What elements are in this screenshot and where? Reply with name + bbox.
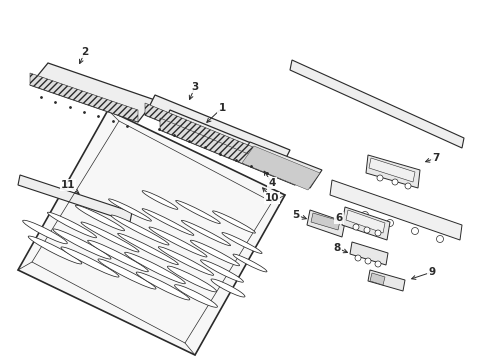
Text: 4: 4 bbox=[268, 178, 275, 188]
Polygon shape bbox=[242, 146, 319, 190]
Polygon shape bbox=[341, 207, 389, 240]
Ellipse shape bbox=[233, 254, 266, 272]
Polygon shape bbox=[145, 103, 280, 170]
Polygon shape bbox=[160, 110, 305, 185]
Ellipse shape bbox=[181, 220, 230, 246]
Circle shape bbox=[354, 255, 360, 261]
Circle shape bbox=[386, 220, 393, 226]
Ellipse shape bbox=[61, 247, 119, 277]
Circle shape bbox=[411, 228, 418, 234]
Polygon shape bbox=[306, 210, 345, 237]
Polygon shape bbox=[18, 175, 132, 222]
Text: 3: 3 bbox=[191, 82, 198, 92]
Ellipse shape bbox=[174, 285, 217, 307]
Ellipse shape bbox=[211, 279, 244, 297]
Ellipse shape bbox=[118, 233, 178, 265]
Text: 10: 10 bbox=[264, 193, 279, 203]
Ellipse shape bbox=[108, 199, 151, 221]
Ellipse shape bbox=[190, 240, 239, 266]
Polygon shape bbox=[365, 155, 419, 188]
Circle shape bbox=[436, 235, 443, 243]
Ellipse shape bbox=[28, 236, 81, 264]
Text: 6: 6 bbox=[335, 213, 342, 223]
Ellipse shape bbox=[222, 233, 262, 253]
Polygon shape bbox=[289, 60, 463, 148]
Polygon shape bbox=[349, 242, 387, 265]
Ellipse shape bbox=[53, 229, 111, 259]
Text: 1: 1 bbox=[218, 103, 225, 113]
Ellipse shape bbox=[22, 220, 67, 244]
Polygon shape bbox=[18, 110, 285, 355]
Ellipse shape bbox=[142, 191, 178, 210]
Ellipse shape bbox=[75, 205, 124, 231]
Polygon shape bbox=[238, 142, 321, 188]
Ellipse shape bbox=[142, 209, 193, 235]
Ellipse shape bbox=[158, 247, 213, 275]
Ellipse shape bbox=[175, 201, 220, 224]
Circle shape bbox=[374, 261, 380, 267]
Text: 11: 11 bbox=[61, 180, 75, 190]
Ellipse shape bbox=[136, 272, 189, 300]
Polygon shape bbox=[368, 158, 414, 182]
Circle shape bbox=[404, 183, 410, 189]
Circle shape bbox=[364, 258, 370, 264]
Circle shape bbox=[391, 179, 397, 185]
Text: 8: 8 bbox=[333, 243, 340, 253]
Ellipse shape bbox=[98, 259, 156, 289]
Ellipse shape bbox=[81, 222, 139, 252]
Polygon shape bbox=[369, 273, 384, 285]
Circle shape bbox=[361, 211, 368, 219]
Ellipse shape bbox=[167, 266, 216, 292]
Polygon shape bbox=[346, 210, 384, 233]
Polygon shape bbox=[160, 118, 294, 185]
Polygon shape bbox=[30, 63, 155, 122]
Polygon shape bbox=[145, 95, 289, 170]
Ellipse shape bbox=[149, 227, 206, 257]
Polygon shape bbox=[310, 213, 339, 230]
Polygon shape bbox=[30, 73, 138, 122]
Text: 9: 9 bbox=[427, 267, 435, 277]
Circle shape bbox=[374, 230, 380, 236]
Ellipse shape bbox=[124, 252, 185, 284]
Circle shape bbox=[376, 175, 382, 181]
Polygon shape bbox=[367, 270, 404, 291]
Ellipse shape bbox=[47, 212, 96, 238]
Ellipse shape bbox=[212, 211, 255, 233]
Circle shape bbox=[352, 224, 358, 230]
Circle shape bbox=[363, 227, 369, 233]
Ellipse shape bbox=[200, 260, 243, 282]
Ellipse shape bbox=[111, 215, 169, 245]
Ellipse shape bbox=[87, 240, 148, 272]
Polygon shape bbox=[329, 180, 461, 240]
Text: 2: 2 bbox=[81, 47, 88, 57]
Text: 5: 5 bbox=[292, 210, 299, 220]
Text: 7: 7 bbox=[431, 153, 439, 163]
